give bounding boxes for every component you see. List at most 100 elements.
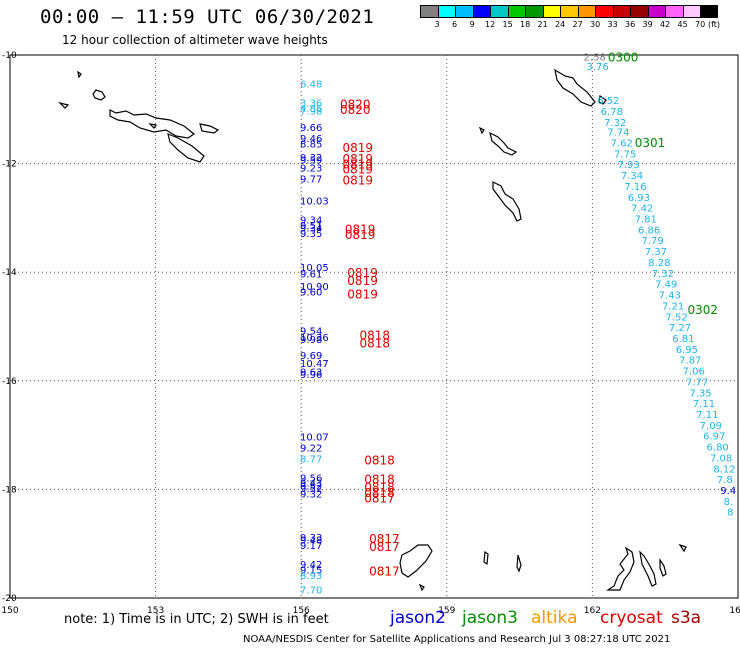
coastline bbox=[516, 554, 522, 573]
colorbar-label: 45 bbox=[677, 20, 688, 29]
swh-value: 7.75 bbox=[614, 149, 636, 160]
swh-value: 9.98 bbox=[300, 335, 322, 346]
mission-name: jason3 bbox=[462, 608, 518, 628]
swh-value: 7.8 bbox=[717, 475, 733, 486]
swh-value: 9.48 bbox=[300, 536, 322, 547]
pass-time-label: 0819 bbox=[342, 174, 373, 188]
swh-value: 9.42 bbox=[300, 560, 322, 571]
swh-value: 7.62 bbox=[611, 139, 633, 150]
colorbar-label: 15 bbox=[502, 20, 513, 29]
pass-time-label: 0818 bbox=[364, 472, 395, 486]
swh-value: 7.06 bbox=[683, 367, 705, 378]
swh-value: 9.63 bbox=[300, 367, 322, 378]
coastline bbox=[639, 550, 657, 587]
swh-value: 6.80 bbox=[707, 443, 729, 454]
latitude-label: -10 bbox=[2, 51, 17, 61]
swh-value: 7.32 bbox=[652, 269, 674, 280]
colorbar-label: 33 bbox=[607, 20, 618, 29]
swh-value: 7.37 bbox=[645, 247, 667, 258]
colorbar-label: 6 bbox=[452, 20, 458, 29]
swh-value: 7.79 bbox=[641, 236, 663, 247]
swh-value: 7.93 bbox=[617, 160, 639, 171]
colorbar-label: 18 bbox=[520, 20, 531, 29]
colorbar-label: 27 bbox=[572, 20, 583, 29]
colorbar-label: 3 bbox=[434, 20, 440, 29]
swh-value: 3.36 bbox=[300, 99, 322, 110]
swh-value: 7.43 bbox=[659, 291, 681, 302]
colorbar-swatch bbox=[420, 5, 438, 18]
swh-value: 9.15 bbox=[300, 566, 322, 577]
colorbar-swatch bbox=[455, 5, 473, 18]
swh-value: 8 bbox=[727, 508, 733, 519]
swh-value: 9.60 bbox=[300, 288, 322, 299]
coastline bbox=[489, 131, 518, 156]
swh-value: 9.59 bbox=[300, 156, 322, 167]
pass-time-label: 0820 bbox=[340, 98, 371, 112]
swh-value: 4.86 bbox=[300, 104, 322, 115]
swh-value: 7.52 bbox=[665, 312, 687, 323]
swh-value: 7.42 bbox=[631, 204, 653, 215]
longitude-label: 165 bbox=[729, 606, 740, 616]
coastline bbox=[58, 101, 70, 109]
credits-line: NOAA/NESDIS Center for Satellite Applica… bbox=[243, 634, 671, 645]
swh-value: 9.52 bbox=[300, 481, 322, 492]
colorbar-label: 24 bbox=[555, 20, 566, 29]
colorbar-swatch bbox=[577, 5, 595, 18]
swh-value: 9.52 bbox=[300, 484, 322, 495]
colorbar-swatch bbox=[542, 5, 560, 18]
swh-value: 9.56 bbox=[300, 473, 322, 484]
latitude-label: -16 bbox=[2, 377, 17, 387]
coastline bbox=[399, 544, 433, 578]
latitude-label: -20 bbox=[2, 594, 17, 604]
coastline bbox=[92, 89, 106, 101]
pass-time-label: 0817 bbox=[369, 565, 400, 579]
longitude-label: 156 bbox=[293, 606, 310, 616]
pass-time-label: 0819 bbox=[347, 274, 378, 288]
swh-value: 7.16 bbox=[624, 182, 646, 193]
colorbar-labels: 3 6 9 12 15 18 21 24 27 30 33 36 39 42 45 70 (ft) bbox=[420, 18, 721, 30]
swh-value: 7.81 bbox=[635, 215, 657, 226]
colorbar-label: 39 bbox=[642, 20, 653, 29]
swh-value: 8.85 bbox=[300, 139, 322, 150]
swh-value: 2.58 bbox=[584, 53, 606, 64]
colorbar-label: 42 bbox=[660, 20, 671, 29]
pass-time-label: 0301 bbox=[635, 136, 666, 150]
longitude-label: 153 bbox=[147, 606, 164, 616]
swh-value: 9.54 bbox=[300, 327, 322, 338]
colorbar-swatch bbox=[490, 5, 508, 18]
swh-value: 9.4 bbox=[720, 486, 736, 497]
pass-time-label: 0302 bbox=[687, 303, 718, 317]
pass-time-label: 0300 bbox=[608, 51, 639, 65]
colorbar-swatch bbox=[682, 5, 700, 18]
colorbar-swatch bbox=[665, 5, 683, 18]
swh-value: 7.70 bbox=[300, 586, 322, 597]
swh-value: 7.87 bbox=[679, 356, 701, 367]
swh-value: 7.35 bbox=[689, 388, 711, 399]
coastline bbox=[483, 550, 489, 566]
coastline bbox=[598, 94, 607, 105]
swh-value: 8. bbox=[724, 497, 734, 508]
swh-value: 10.36 bbox=[300, 333, 329, 344]
swh-value: 6.48 bbox=[300, 80, 322, 91]
pass-time-label: 0819 bbox=[345, 222, 376, 236]
mission-name: s3a bbox=[671, 608, 702, 628]
latitude-label: -18 bbox=[2, 485, 17, 495]
swh-value: 10.07 bbox=[300, 433, 329, 444]
pass-time-label: 0819 bbox=[347, 266, 378, 280]
latitude-label: -14 bbox=[2, 268, 17, 278]
swh-value: 7.74 bbox=[607, 128, 629, 139]
swh-value: 7.27 bbox=[669, 323, 691, 334]
footer-note: note: 1) Time is in UTC; 2) SWH is in fe… bbox=[64, 612, 329, 627]
swh-value: 7.34 bbox=[621, 171, 643, 182]
swh-value: 7.77 bbox=[686, 377, 708, 388]
colorbar-swatch bbox=[437, 5, 455, 18]
swh-value: 8.28 bbox=[648, 258, 670, 269]
map-frame bbox=[9, 54, 739, 599]
coastline bbox=[109, 109, 196, 139]
swh-value: 7.11 bbox=[693, 399, 715, 410]
coastline bbox=[606, 546, 635, 591]
mission-name: cryosat bbox=[600, 608, 663, 628]
swh-value: 10.47 bbox=[300, 359, 329, 370]
coastline bbox=[678, 543, 687, 553]
